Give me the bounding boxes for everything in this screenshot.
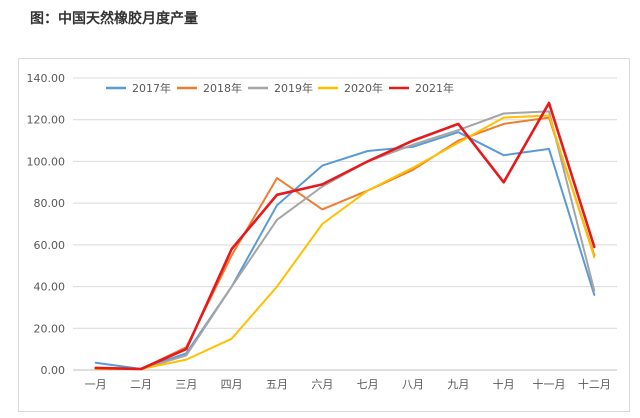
x-tick-label: 十月	[493, 377, 515, 391]
y-tick-label: 80.00	[34, 197, 66, 210]
chart-frame	[18, 58, 630, 412]
legend: 2017年 2018年 2019年 2020年 2021年	[106, 81, 454, 95]
page-title: 图：中国天然橡胶月度产量	[30, 11, 198, 27]
y-tick-label: 120.00	[27, 114, 66, 127]
x-tick-label: 八月	[402, 378, 424, 391]
y-tick-label: 140.00	[27, 72, 66, 85]
x-axis-labels: 一月 二月 三月 四月 五月 六月 七月 八月 九月 十月 十一月 十二月	[85, 377, 611, 391]
x-tick-label: 一月	[85, 378, 107, 391]
legend-label: 2017年	[132, 81, 171, 95]
legend-label: 2018年	[203, 81, 242, 95]
x-tick-label: 九月	[447, 378, 469, 391]
x-tick-label: 十一月	[533, 377, 566, 391]
series-lines	[94, 101, 596, 371]
series-line	[94, 116, 596, 370]
x-tick-label: 四月	[221, 378, 243, 391]
series-line	[94, 110, 596, 370]
x-tick-label: 二月	[130, 378, 152, 391]
y-tick-label: 100.00	[27, 155, 66, 168]
legend-label: 2021年	[415, 81, 454, 95]
legend-label: 2020年	[344, 81, 383, 95]
x-tick-label: 五月	[266, 378, 288, 391]
gridlines	[73, 77, 617, 371]
y-tick-label: 60.00	[34, 239, 66, 252]
x-tick-label: 七月	[357, 378, 379, 391]
x-tick-label: 六月	[311, 378, 333, 391]
series-line	[94, 114, 596, 370]
y-tick-label: 0.00	[41, 364, 66, 377]
series-line	[94, 101, 596, 371]
x-tick-label: 十二月	[578, 377, 611, 391]
legend-label: 2019年	[274, 81, 313, 95]
y-tick-label: 20.00	[34, 322, 66, 335]
y-axis-labels: 0.00 20.00 40.00 60.00 80.00 100.00 120.00 140.…	[27, 72, 66, 377]
y-tick-label: 40.00	[34, 281, 66, 294]
series-line	[94, 131, 596, 370]
x-tick-label: 三月	[175, 378, 197, 391]
